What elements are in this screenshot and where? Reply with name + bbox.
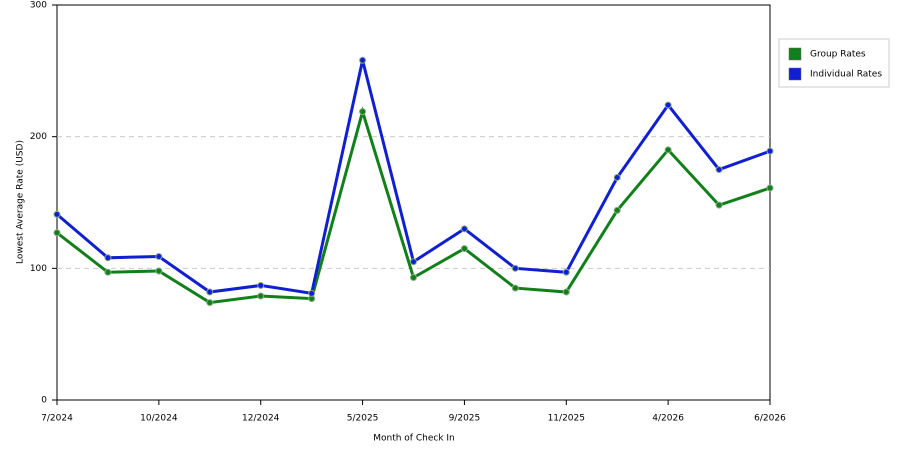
data-point xyxy=(562,268,570,276)
legend-swatch xyxy=(788,47,802,61)
data-point xyxy=(53,229,61,237)
x-axis-label: Month of Check In xyxy=(373,434,455,444)
data-point xyxy=(155,252,163,260)
legend-label: Individual Rates xyxy=(810,70,882,80)
data-point xyxy=(613,173,621,181)
data-point xyxy=(359,56,367,64)
y-axis-label: Lowest Average Rate (USD) xyxy=(16,140,26,264)
legend-label: Group Rates xyxy=(810,50,866,60)
x-tick-label: 4/2026 xyxy=(652,414,684,424)
legend-swatch xyxy=(788,67,802,81)
data-point xyxy=(359,108,367,116)
y-tick-label: 200 xyxy=(30,132,47,142)
x-tick-label: 10/2024 xyxy=(140,414,178,424)
data-point xyxy=(104,268,112,276)
data-point xyxy=(766,147,774,155)
data-point xyxy=(257,281,265,289)
x-tick-label: 5/2025 xyxy=(347,414,379,424)
data-point xyxy=(410,258,417,266)
x-tick-label: 9/2025 xyxy=(449,414,481,424)
x-tick-label: 11/2025 xyxy=(548,414,585,424)
data-point xyxy=(664,146,672,154)
data-point xyxy=(460,225,468,233)
y-tick-label: 0 xyxy=(41,396,47,406)
x-tick-label: 12/2024 xyxy=(242,414,280,424)
data-point xyxy=(155,267,163,275)
data-point xyxy=(257,292,265,300)
y-tick-label: 300 xyxy=(30,1,47,11)
y-tick-label: 100 xyxy=(30,264,47,274)
data-point xyxy=(562,288,570,296)
data-point xyxy=(460,245,468,253)
data-point xyxy=(206,288,214,296)
data-point xyxy=(511,284,519,292)
data-point xyxy=(613,206,621,214)
data-point xyxy=(206,299,214,307)
data-point xyxy=(308,289,316,297)
x-tick-label: 7/2024 xyxy=(41,414,73,424)
data-point xyxy=(53,210,61,218)
data-point xyxy=(664,101,672,109)
data-point xyxy=(715,166,723,174)
data-point xyxy=(104,254,112,262)
plot-area xyxy=(56,4,771,401)
data-point xyxy=(715,201,723,209)
data-point xyxy=(410,274,417,282)
data-point xyxy=(766,184,774,192)
data-point xyxy=(511,264,519,272)
x-tick-label: 6/2026 xyxy=(754,414,786,424)
